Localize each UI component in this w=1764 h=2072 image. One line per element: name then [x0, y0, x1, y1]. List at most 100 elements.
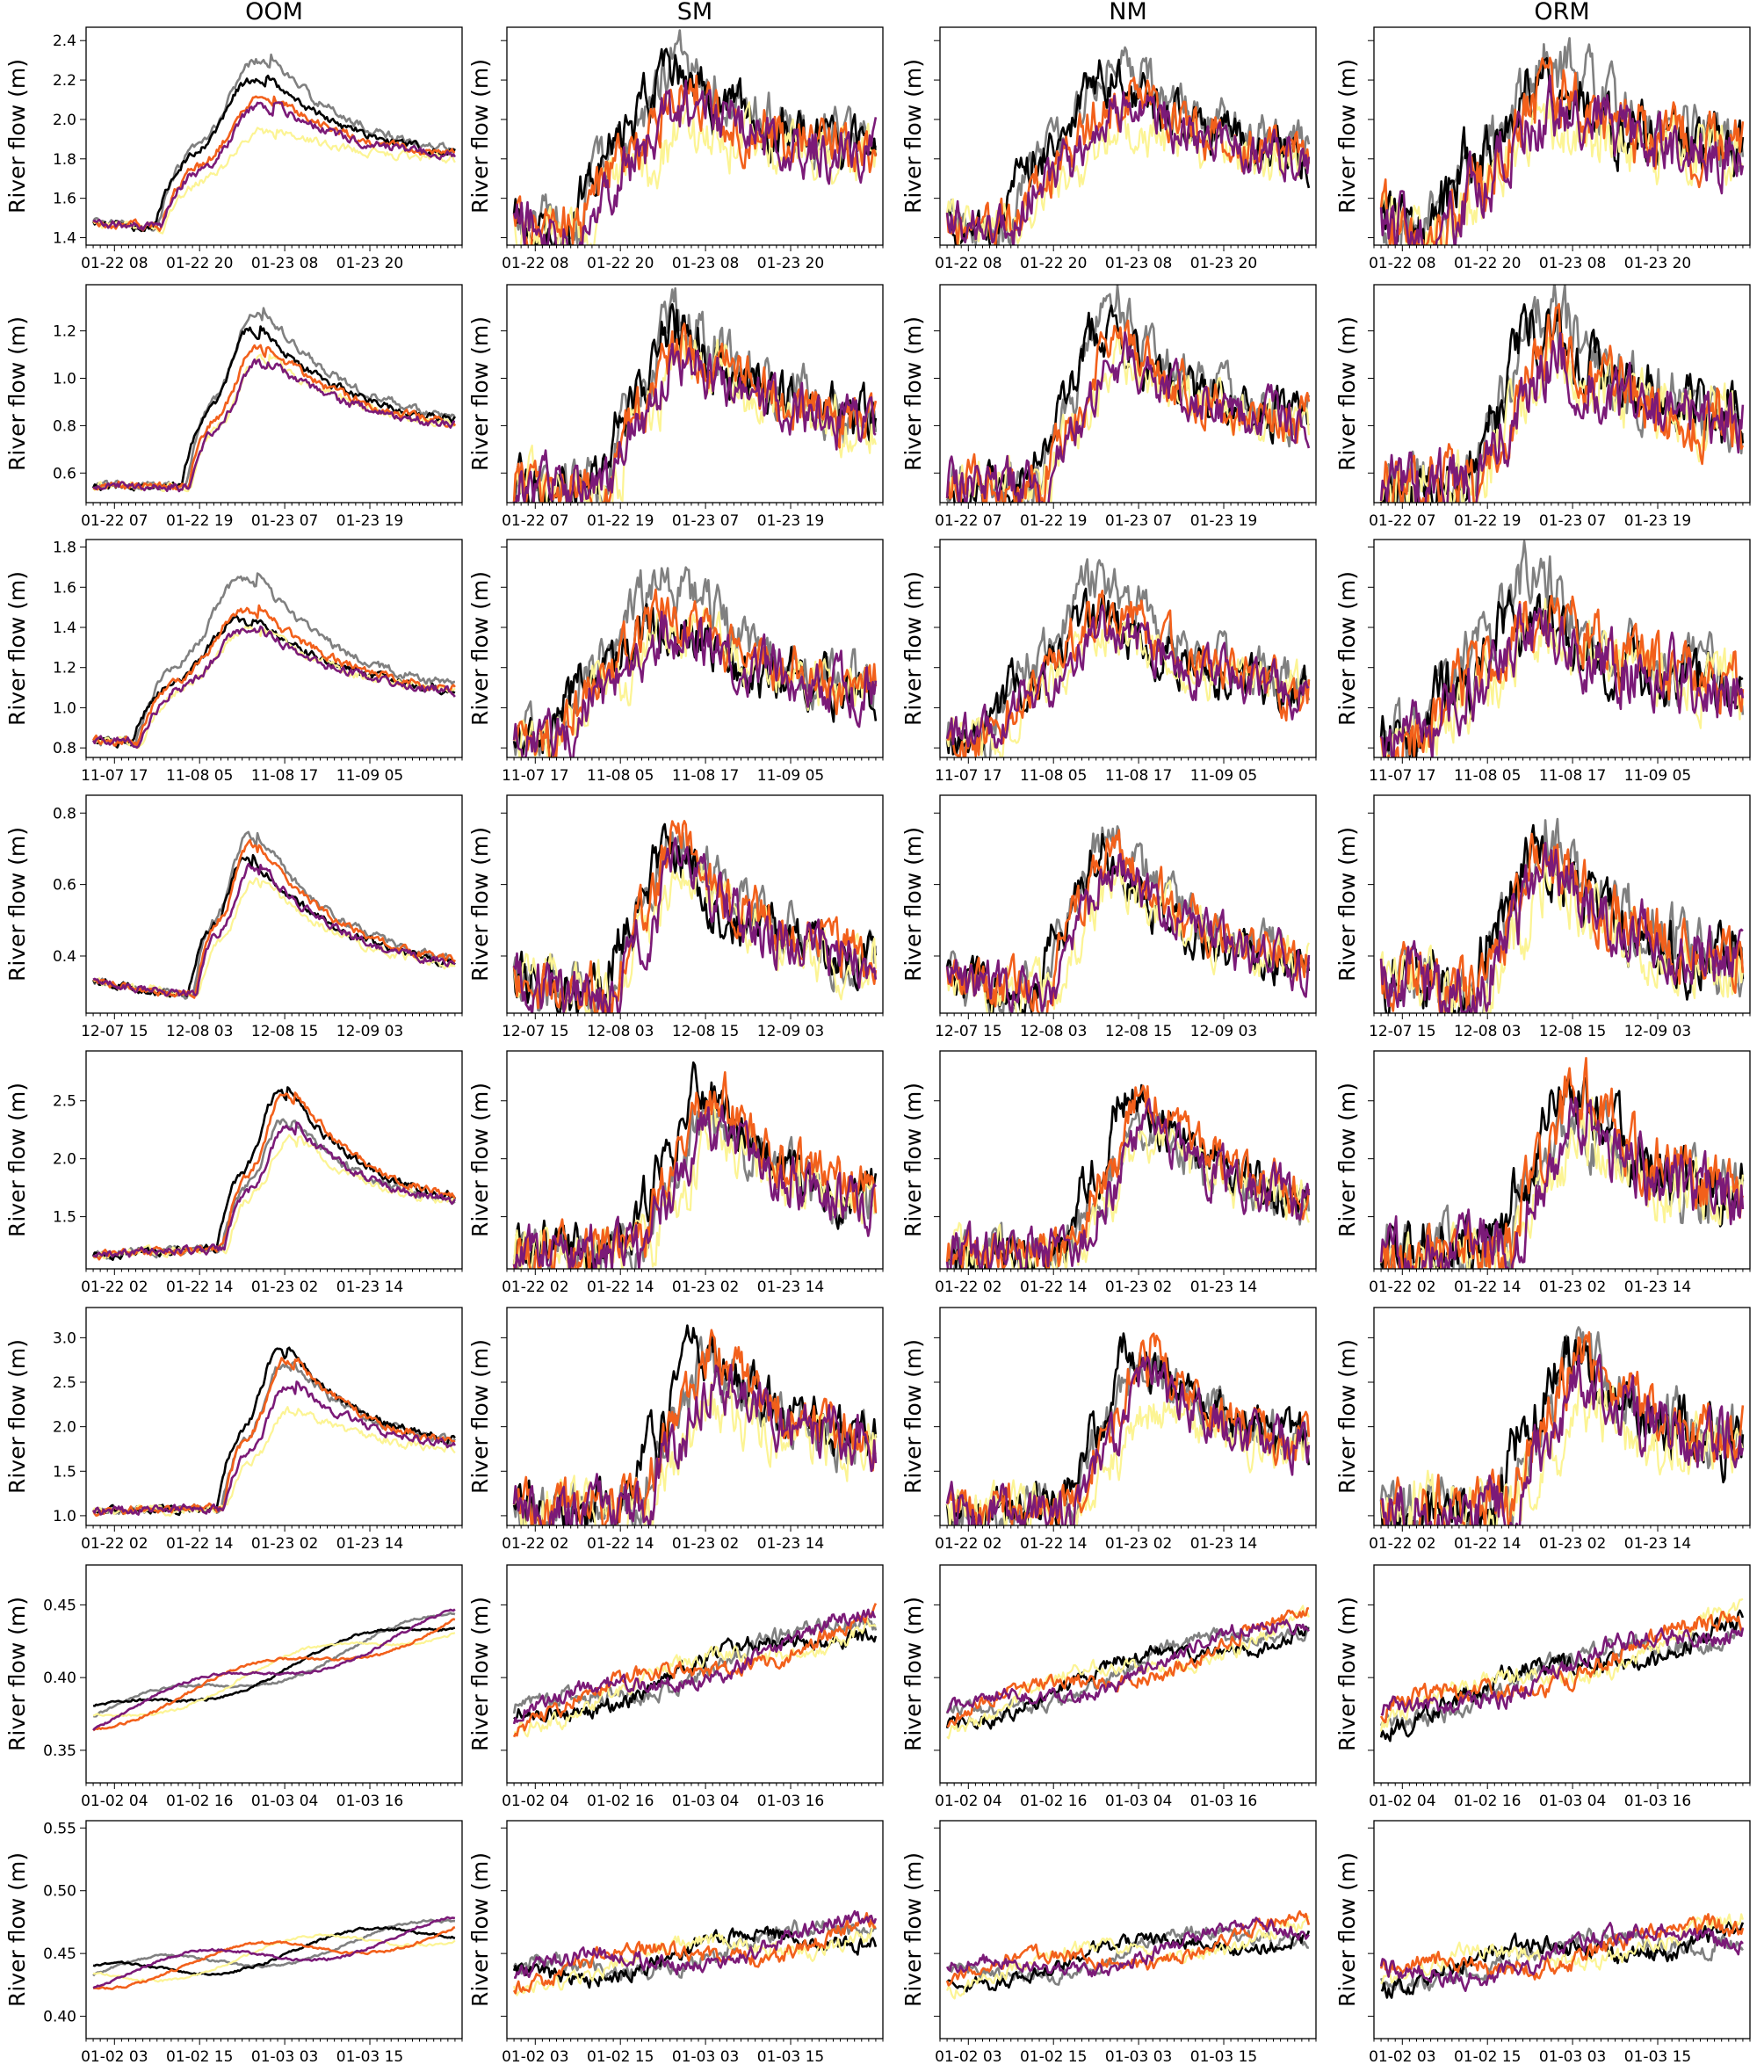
x-tick-label: 01-02 04: [502, 1793, 568, 1810]
x-tick-label: 01-22 19: [587, 512, 654, 530]
subplot-r5-nm: 01-22 02 01-22 14 01-23 02 01-23 14 River fl…: [900, 1050, 1317, 1296]
y-tick-label: 0.45: [43, 1945, 76, 1963]
y-tick-label: 2.0: [53, 1151, 76, 1169]
series-line-yellow: [513, 602, 877, 757]
series-lines: [945, 1332, 1311, 1525]
y-tick-label: 0.45: [43, 1597, 76, 1614]
x-tick-label: 12-08 03: [587, 1023, 654, 1040]
x-tick-label: 01-02 15: [1454, 2048, 1521, 2066]
series-lines: [1379, 1326, 1745, 1525]
series-line-purple: [1379, 842, 1744, 1013]
series-line-orange: [91, 604, 456, 747]
x-tick-label: 11-08 05: [166, 767, 233, 785]
series-line-yellow: [92, 877, 456, 998]
series-line-gray: [512, 286, 878, 503]
x-tick-label: 01-22 08: [502, 255, 568, 272]
series-line-purple: [1379, 74, 1745, 245]
series-lines: [512, 1603, 878, 1738]
x-tick-label: 01-22 19: [166, 512, 233, 530]
y-tick-label: 1.8: [53, 151, 76, 169]
series-line-orange: [1379, 56, 1745, 245]
x-tick-label: 01-22 08: [1369, 255, 1435, 272]
x-tick-label: 01-03 03: [1539, 2048, 1606, 2066]
y-axis-label: River flow (m): [1334, 827, 1360, 982]
series-lines: [91, 1346, 457, 1518]
y-axis-label: River flow (m): [1334, 1083, 1360, 1237]
series-lines: [91, 830, 457, 1000]
series-line-purple: [1380, 1627, 1745, 1716]
x-tick-label: 01-22 14: [166, 1535, 233, 1553]
series-line-orange: [92, 1091, 456, 1261]
series-line-purple: [92, 862, 456, 997]
axes-frame: [1373, 539, 1751, 758]
axes-frame: [506, 26, 884, 246]
subplot-r6-orm: 01-22 02 01-22 14 01-23 02 01-23 14 River fl…: [1334, 1307, 1751, 1553]
x-tick-label: 11-07 17: [502, 767, 568, 785]
y-axis-label: River flow (m): [4, 1339, 30, 1494]
x-tick-label: 01-23 14: [757, 1279, 824, 1296]
series-line-orange: [1379, 1330, 1745, 1525]
y-tick-label: 1.0: [53, 1508, 76, 1525]
series-line-purple: [91, 1380, 457, 1516]
series-line-orange: [945, 1909, 1311, 1987]
series-lines: [945, 825, 1311, 1013]
y-axis-label: River flow (m): [4, 1852, 30, 2007]
axes-frame: [1373, 794, 1751, 1014]
x-tick-label: 12-08 03: [1454, 1023, 1521, 1040]
axes-frame: [85, 26, 463, 246]
series-lines: [1379, 817, 1745, 1013]
x-tick-label: 01-23 08: [1539, 255, 1606, 272]
x-tick-label: 01-02 15: [587, 2048, 654, 2066]
x-tick-label: 01-02 04: [81, 1793, 148, 1810]
x-tick-label: 01-22 08: [935, 255, 1001, 272]
y-axis-label: River flow (m): [1334, 316, 1360, 471]
x-tick-label: 01-22 14: [1020, 1279, 1087, 1296]
x-tick-label: 12-07 15: [502, 1023, 568, 1040]
x-tick-label: 11-07 17: [935, 767, 1001, 785]
subplot-r7-sm: 01-02 04 01-02 16 01-03 04 01-03 16 River fl…: [467, 1564, 884, 1810]
x-tick-label: 01-23 14: [1190, 1535, 1257, 1553]
x-tick-label: 12-08 03: [166, 1023, 233, 1040]
series-lines: [91, 1086, 457, 1261]
x-tick-label: 01-23 08: [251, 255, 318, 272]
series-lines: [512, 29, 878, 245]
series-line-yellow: [92, 353, 456, 493]
x-tick-label: 11-08 17: [1539, 767, 1606, 785]
y-tick-label: 1.6: [53, 191, 76, 208]
series-lines: [945, 285, 1311, 503]
x-tick-label: 12-08 15: [251, 1023, 318, 1040]
series-line-purple: [945, 604, 1310, 749]
x-tick-label: 01-03 15: [336, 2048, 403, 2066]
axes-frame: [85, 539, 463, 758]
y-tick-label: 0.6: [53, 877, 76, 895]
subplot-r3-orm: 11-07 17 11-08 05 11-08 17 11-09 05 River fl…: [1334, 539, 1751, 785]
x-tick-label: 12-08 03: [1020, 1023, 1087, 1040]
series-line-orange: [512, 1911, 877, 1995]
x-tick-label: 01-23 14: [1190, 1279, 1257, 1296]
x-tick-label: 12-09 03: [757, 1023, 824, 1040]
axes-frame: [506, 1564, 884, 1784]
series-line-yellow: [92, 626, 456, 750]
series-line-yellow: [92, 127, 456, 235]
x-tick-label: 01-23 14: [757, 1535, 824, 1553]
series-line-gray: [1379, 817, 1745, 1013]
series-lines: [1379, 540, 1745, 757]
x-tick-label: 01-22 14: [1454, 1535, 1521, 1553]
y-axis-label: River flow (m): [900, 827, 926, 982]
series-line-black: [91, 853, 456, 998]
x-tick-label: 01-22 14: [587, 1279, 654, 1296]
subplot-r5-orm: 01-22 02 01-22 14 01-23 02 01-23 14 River fl…: [1334, 1050, 1751, 1296]
axes-frame: [85, 1820, 463, 2039]
series-lines: [512, 1061, 878, 1269]
series-line-gray: [1379, 1927, 1745, 1996]
series-line-yellow: [92, 1134, 456, 1259]
x-tick-label: 01-03 16: [1624, 1793, 1691, 1810]
x-tick-label: 01-23 19: [1624, 512, 1691, 530]
y-axis-label: River flow (m): [1334, 59, 1360, 214]
x-tick-label: 01-23 02: [251, 1535, 318, 1553]
series-line-orange: [92, 1618, 456, 1732]
x-tick-label: 01-23 02: [1539, 1535, 1606, 1553]
y-tick-label: 0.40: [43, 2009, 76, 2026]
x-tick-label: 01-02 03: [502, 2048, 568, 2066]
y-axis-label: River flow (m): [4, 1597, 30, 1751]
